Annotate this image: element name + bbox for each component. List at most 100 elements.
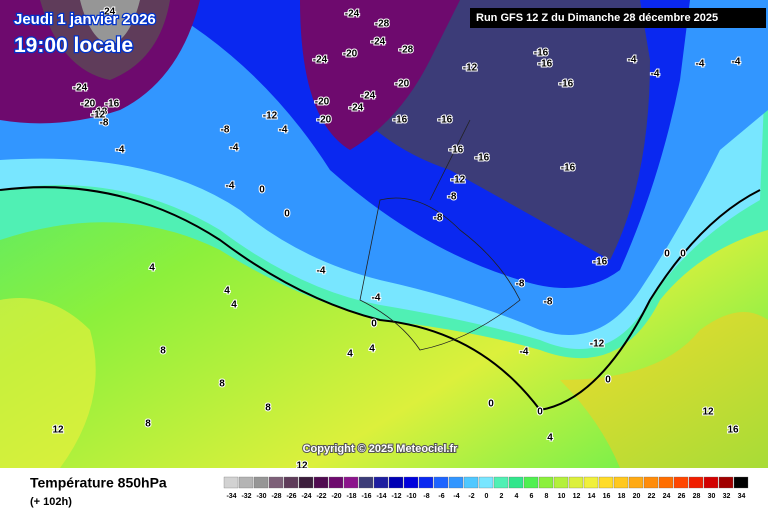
scale-swatch — [718, 476, 734, 489]
contour-label: -28 — [399, 45, 414, 56]
scale-swatch — [223, 476, 239, 489]
scale-swatch — [553, 476, 569, 489]
footer-title: Température 850hPa — [30, 475, 167, 491]
run-box — [470, 8, 766, 28]
contour-label: 4 — [224, 286, 230, 297]
scale-label: 16 — [603, 493, 611, 500]
scale-label: -10 — [406, 493, 416, 500]
scale-swatch — [313, 476, 329, 489]
scale-swatch — [703, 476, 719, 489]
scale-label: -6 — [438, 493, 444, 500]
contour-label: 0 — [664, 249, 670, 260]
scale-label: 26 — [678, 493, 686, 500]
contour-label: 4 — [347, 349, 353, 360]
scale-label: -26 — [286, 493, 296, 500]
contour-label: -16 — [438, 115, 453, 126]
scale-swatch — [373, 476, 389, 489]
contour-label: -16 — [105, 99, 120, 110]
scale-swatch — [508, 476, 524, 489]
contour-label: 8 — [160, 346, 166, 357]
scale-label: -4 — [453, 493, 459, 500]
scale-label: -16 — [361, 493, 371, 500]
scale-label: -12 — [391, 493, 401, 500]
scale-label: 6 — [530, 493, 534, 500]
contour-label: -8 — [544, 297, 553, 308]
contour-label: 0 — [259, 185, 265, 196]
color-scale: -34 -32 -30 -28 -26 -24 -22 -20 -18 -16 -14 -12 -10-… — [223, 476, 749, 500]
scale-swatch — [688, 476, 704, 489]
time-text: 19:00 locale — [14, 34, 133, 57]
contour-label: -16 — [538, 59, 553, 70]
contour-label: 4 — [149, 263, 155, 274]
scale-swatch — [283, 476, 299, 489]
contour-label: 0 — [680, 249, 686, 260]
date-text: Jeudi 1 janvier 2026 — [14, 11, 156, 28]
scale-swatch — [493, 476, 509, 489]
scale-label: -20 — [331, 493, 341, 500]
contour-label: -12 — [463, 63, 478, 74]
scale-swatch — [463, 476, 479, 489]
zone-neg20 — [300, 0, 460, 150]
scale-label: 32 — [723, 493, 731, 500]
zone-neg30 — [80, 0, 140, 45]
contour-label: -24 — [371, 37, 386, 48]
scale-label: 28 — [693, 493, 701, 500]
scale-swatch — [538, 476, 554, 489]
contour-label: -8 — [516, 279, 525, 290]
contour-label: 12 — [702, 407, 714, 418]
contour-label: -8 — [100, 118, 109, 129]
contour-label: 16 — [727, 425, 739, 436]
contour-label: -4 — [520, 347, 529, 358]
contour-label: 4 — [547, 433, 553, 444]
scale-label: 10 — [558, 493, 566, 500]
contour-label: -20 — [343, 49, 358, 60]
contour-label: -16 — [475, 153, 490, 164]
contour-label: 12 — [52, 425, 64, 436]
scale-swatch — [568, 476, 584, 489]
contour-label: -8 — [448, 192, 457, 203]
coastlines — [359, 119, 521, 351]
scale-swatch — [433, 476, 449, 489]
contour-label: -16 — [559, 79, 574, 90]
scale-label: 4 — [515, 493, 519, 500]
contour-label: -16 — [593, 257, 608, 268]
scale-swatch — [673, 476, 689, 489]
contour-label: -16 — [449, 145, 464, 156]
scale-label: 8 — [545, 493, 549, 500]
scale-swatch — [343, 476, 359, 489]
contour-label: 0 — [537, 407, 543, 418]
scale-label: -18 — [346, 493, 356, 500]
contour-label: 8 — [265, 403, 271, 414]
contour-label: -18 — [93, 107, 108, 118]
scale-label: -34 — [226, 493, 236, 500]
scale-label: 0 — [485, 493, 489, 500]
contour-label: -24 — [349, 103, 364, 114]
footer-subtitle: (+ 102h) — [30, 496, 72, 508]
contour-label: -12 — [590, 339, 605, 350]
contour-label: 4 — [231, 300, 237, 311]
contour-label: -4 — [317, 266, 326, 277]
contour-label: -20 — [315, 97, 330, 108]
scale-label: -2 — [468, 493, 474, 500]
zone-warm-east — [560, 312, 768, 468]
scale-swatch — [448, 476, 464, 489]
scale-swatch — [388, 476, 404, 489]
scale-label: 20 — [633, 493, 641, 500]
contour-label: -20 — [81, 99, 96, 110]
scale-label: -14 — [376, 493, 386, 500]
scale-label: 24 — [663, 493, 671, 500]
contour-label: -20 — [317, 115, 332, 126]
scale-label: -30 — [256, 493, 266, 500]
zone-warm-west — [0, 298, 96, 468]
contour-label: -4 — [116, 145, 125, 156]
scale-swatch — [253, 476, 269, 489]
scale-swatch — [268, 476, 284, 489]
scale-swatch — [523, 476, 539, 489]
contour-label: -4 — [651, 69, 660, 80]
scale-label: -24 — [301, 493, 311, 500]
contour-label: 0 — [284, 209, 290, 220]
contour-label: 0 — [371, 319, 377, 330]
contour-label: -8 — [221, 125, 230, 136]
scale-swatch — [643, 476, 659, 489]
